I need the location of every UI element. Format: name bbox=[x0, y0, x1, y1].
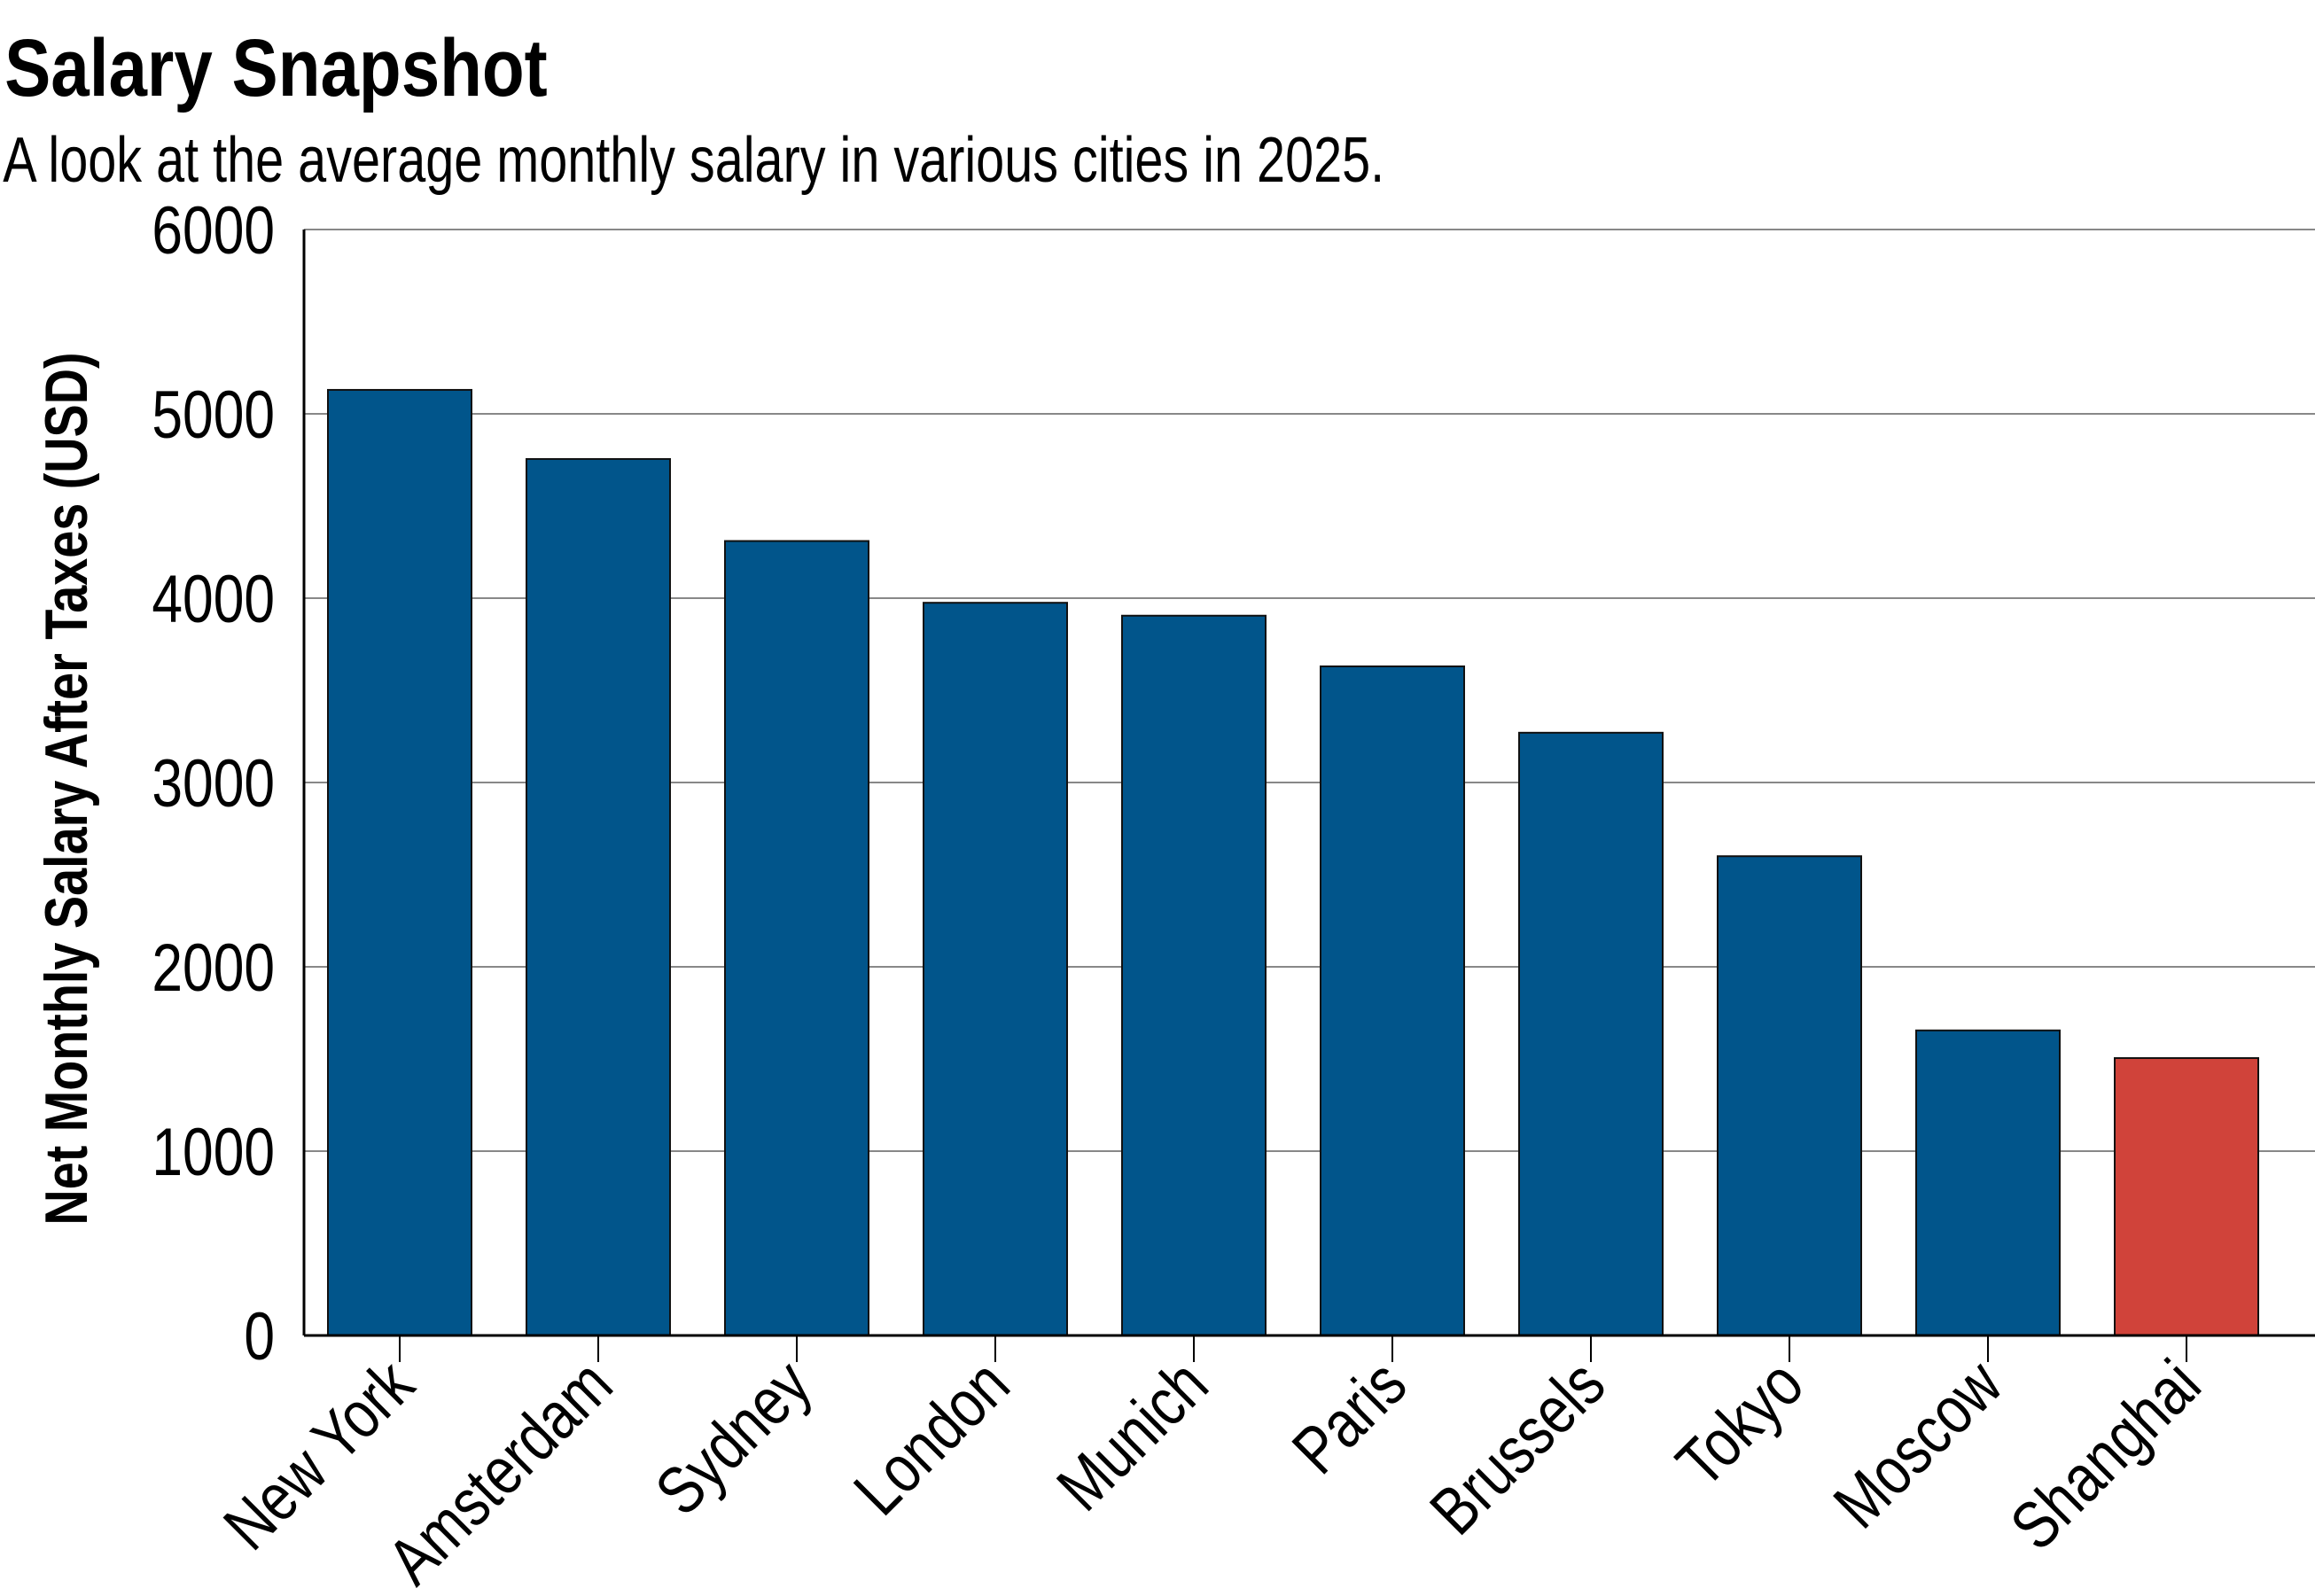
bar-amsterdam bbox=[526, 457, 671, 1336]
bar-brussels bbox=[1518, 731, 1664, 1336]
bar-munich bbox=[1121, 614, 1267, 1336]
bar-tokyo bbox=[1717, 855, 1862, 1336]
y-tick-label: 6000 bbox=[152, 192, 275, 268]
y-tick-label: 4000 bbox=[152, 561, 275, 636]
bar-paris bbox=[1320, 665, 1465, 1336]
bar-new-york bbox=[327, 388, 472, 1337]
y-tick-label: 3000 bbox=[152, 745, 275, 821]
bar-sydney bbox=[724, 540, 869, 1336]
x-tick-label: Shanghai bbox=[1996, 1345, 2215, 1564]
chart-subtitle: A look at the average monthly salary in … bbox=[3, 124, 1384, 196]
x-tick-label: Munich bbox=[1042, 1345, 1221, 1524]
bar-moscow bbox=[1915, 1029, 2061, 1336]
x-tick-label: Tokyo bbox=[1662, 1345, 1817, 1500]
y-tick-label: 5000 bbox=[152, 377, 275, 452]
y-axis-label: Net Monthly Salary After Taxes (USD) bbox=[34, 352, 100, 1225]
x-tick-label: Sydney bbox=[641, 1345, 824, 1529]
x-tick-label: Moscow bbox=[1820, 1345, 2016, 1542]
bar-shanghai bbox=[2114, 1056, 2259, 1336]
y-tick-label: 0 bbox=[244, 1298, 275, 1374]
chart-title: Salary Snapshot bbox=[4, 23, 548, 113]
y-tick-label: 2000 bbox=[152, 930, 275, 1005]
x-tick-label: Brussels bbox=[1415, 1345, 1618, 1548]
bar-london bbox=[923, 602, 1068, 1336]
x-tick-label: Paris bbox=[1278, 1345, 1421, 1488]
x-tick-label: London bbox=[839, 1345, 1023, 1529]
y-tick-label: 1000 bbox=[152, 1114, 275, 1189]
